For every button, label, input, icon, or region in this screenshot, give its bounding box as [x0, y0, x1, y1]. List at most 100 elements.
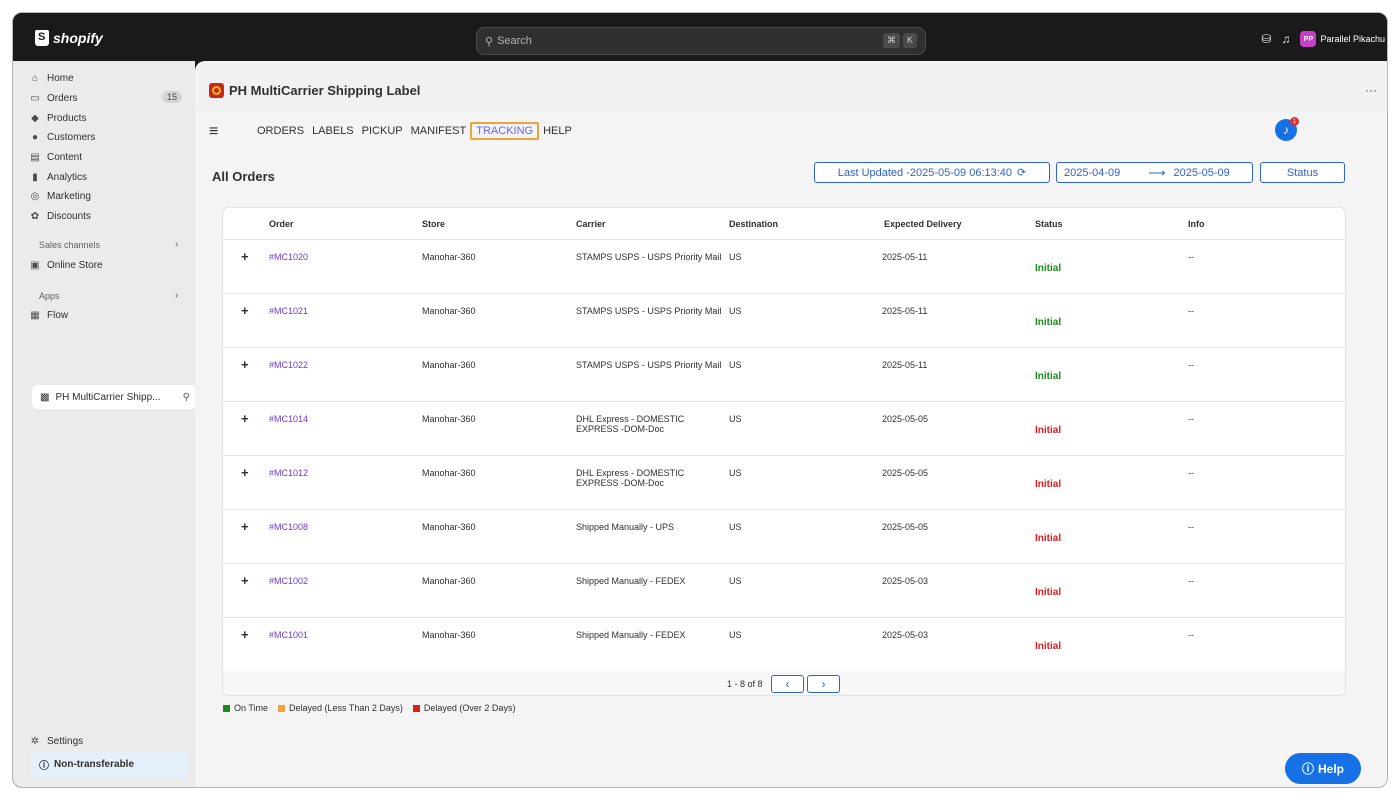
expected-delivery-cell: 2025-05-05 — [882, 468, 929, 478]
refresh-icon: ⟳ — [1017, 167, 1027, 179]
expand-row-icon[interactable]: + — [241, 249, 249, 264]
sidebar-item-analytics[interactable]: ▮ Analytics — [29, 168, 87, 186]
destination-cell: US — [729, 576, 742, 586]
gear-icon: ✲ — [30, 735, 40, 747]
tab-labels[interactable]: LABELS — [312, 125, 354, 137]
store-icon[interactable]: ⛁ — [1261, 32, 1272, 46]
chevron-right-icon[interactable]: › — [175, 290, 179, 301]
status-filter-button[interactable]: Status — [1260, 162, 1345, 183]
app-nav-tabs: ORDERS LABELS PICKUP MANIFEST TRACKING H… — [253, 122, 576, 140]
menu-icon[interactable]: ≡ — [209, 123, 219, 140]
sidebar-item-label: Flow — [47, 309, 69, 321]
legend-item: Delayed (Over 2 Days) — [412, 703, 515, 713]
app-body: ≡ ORDERS LABELS PICKUP MANIFEST TRACKING… — [195, 111, 1387, 787]
sidebar-item-label: PH MultiCarrier Shipp... — [55, 391, 161, 403]
order-link[interactable]: #MC1021 — [269, 306, 309, 316]
expand-row-icon[interactable]: + — [241, 303, 249, 318]
table-header: Order Store Carrier Destination Expected… — [223, 208, 1345, 240]
tab-manifest[interactable]: MANIFEST — [410, 125, 467, 137]
next-page-button[interactable]: › — [807, 675, 840, 693]
sidebar-item-label: Discounts — [47, 210, 91, 222]
store-cell: Manohar-360 — [422, 252, 476, 262]
notification-bell-icon[interactable]: ♫ — [1281, 32, 1291, 46]
more-options-icon[interactable]: ··· — [1365, 83, 1377, 97]
prev-page-button[interactable]: ‹ — [771, 675, 804, 693]
status-legend: On Time Delayed (Less Than 2 Days) Delay… — [223, 703, 515, 713]
search-placeholder: Search — [497, 35, 532, 47]
expand-row-icon[interactable]: + — [241, 573, 249, 588]
carrier-cell: Shipped Manually - FEDEX — [576, 630, 686, 640]
order-link[interactable]: #MC1014 — [269, 414, 309, 424]
info-cell: -- — [1188, 252, 1194, 262]
info-cell: -- — [1188, 630, 1194, 640]
sidebar-item-customers[interactable]: ● Customers — [29, 128, 95, 146]
person-icon: ● — [31, 131, 39, 143]
sidebar-item-content[interactable]: ▤ Content — [29, 148, 82, 166]
carrier-cell: DHL Express - DOMESTIC EXPRESS -DOM-Doc — [576, 414, 685, 434]
shopify-logo[interactable]: shopify — [35, 30, 103, 46]
sidebar-item-settings[interactable]: ✲ Settings — [29, 732, 83, 750]
sidebar-item-label: Analytics — [47, 171, 88, 183]
sidebar-item-online-store[interactable]: ▣ Online Store — [29, 256, 102, 274]
status-badge: Initial — [1035, 425, 1062, 436]
expected-delivery-cell: 2025-05-11 — [882, 252, 928, 262]
sidebar-item-label: Content — [47, 151, 83, 163]
help-button[interactable]: ⓘ Help — [1285, 753, 1361, 784]
tab-pickup[interactable]: PICKUP — [361, 125, 403, 137]
table-row: + #MC1014 Manohar-360 DHL Express - DOMESTI… — [223, 402, 1345, 456]
non-transferable-banner[interactable]: ⓘ Non-transferable — [31, 751, 189, 777]
sidebar-item-marketing[interactable]: ◎ Marketing — [29, 187, 91, 205]
order-link[interactable]: #MC1008 — [269, 522, 309, 532]
order-link[interactable]: #MC1022 — [269, 360, 309, 370]
carrier-cell: STAMPS USPS - USPS Priority Mail — [576, 360, 722, 370]
sidebar-item-flow[interactable]: ▦ Flow — [29, 306, 68, 324]
legend-swatch — [278, 704, 286, 712]
pin-icon[interactable]: ⚲ — [182, 391, 190, 403]
col-status-header: Status — [1035, 219, 1063, 229]
col-store-header: Store — [422, 219, 446, 229]
date-range-picker[interactable]: 2025-04-09 ⟶ 2025-05-09 — [1056, 162, 1253, 183]
order-link[interactable]: #MC1012 — [269, 468, 309, 478]
expand-row-icon[interactable]: + — [241, 357, 249, 372]
expand-row-icon[interactable]: + — [241, 519, 249, 534]
pagination: 1 - 8 of 8 ‹ › — [223, 671, 1345, 695]
order-link[interactable]: #MC1020 — [269, 252, 309, 262]
last-updated-label: Last Updated -2025-05-09 06:13:40 — [837, 166, 1013, 179]
date-from: 2025-04-09 — [1064, 166, 1121, 179]
tab-help[interactable]: HELP — [543, 125, 572, 137]
pagination-text: 1 - 8 of 8 — [727, 679, 763, 689]
bell-icon[interactable]: ♪ 1 — [1275, 117, 1299, 141]
top-right-controls: ⛁ ♫ PP Parallel Pikachu — [1261, 31, 1385, 47]
home-icon: ⌂ — [31, 72, 39, 84]
last-updated-button[interactable]: Last Updated -2025-05-09 06:13:40 ⟳ — [814, 162, 1050, 183]
app-title: PH MultiCarrier Shipping Label — [209, 83, 420, 98]
expand-row-icon[interactable]: + — [241, 411, 249, 426]
avatar[interactable]: PP — [1300, 31, 1317, 47]
sidebar-item-discounts[interactable]: ✿ Discounts — [29, 207, 91, 225]
sidebar-item-home[interactable]: ⌂ Home — [29, 69, 74, 87]
status-badge: Initial — [1035, 479, 1062, 490]
expand-row-icon[interactable]: + — [241, 465, 249, 480]
table-row: + #MC1001 Manohar-360 Shipped Manually - FE… — [223, 618, 1345, 672]
app-logo-icon — [209, 83, 224, 98]
store-cell: Manohar-360 — [422, 468, 476, 478]
help-circle-icon: ⓘ — [1301, 762, 1314, 776]
sidebar-item-products[interactable]: ◆ Products — [29, 109, 86, 127]
tab-orders[interactable]: ORDERS — [257, 125, 305, 137]
info-cell: -- — [1188, 360, 1194, 370]
expand-row-icon[interactable]: + — [241, 627, 249, 642]
sidebar-item-orders[interactable]: ▭ Orders — [29, 89, 77, 107]
search-bar[interactable]: ⚲ Search ⌘ K — [476, 27, 926, 55]
non-transferable-label: Non-transferable — [54, 758, 135, 770]
sidebar-item-ph-multicarrier[interactable]: ▩ PH MultiCarrier Shipp... ⚲ — [32, 385, 198, 409]
user-name[interactable]: Parallel Pikachu — [1320, 34, 1385, 44]
tab-tracking[interactable]: TRACKING — [470, 122, 540, 140]
store-cell: Manohar-360 — [422, 576, 476, 586]
order-link[interactable]: #MC1002 — [269, 576, 309, 586]
shortcut-key-k: K — [902, 33, 917, 48]
order-link[interactable]: #MC1001 — [269, 630, 309, 640]
flow-icon: ▦ — [30, 309, 40, 321]
shopify-bag-icon — [35, 30, 49, 46]
table-row: + #MC1022 Manohar-360 STAMPS USPS - USPS Pr… — [223, 348, 1345, 402]
chevron-right-icon[interactable]: › — [175, 239, 179, 250]
